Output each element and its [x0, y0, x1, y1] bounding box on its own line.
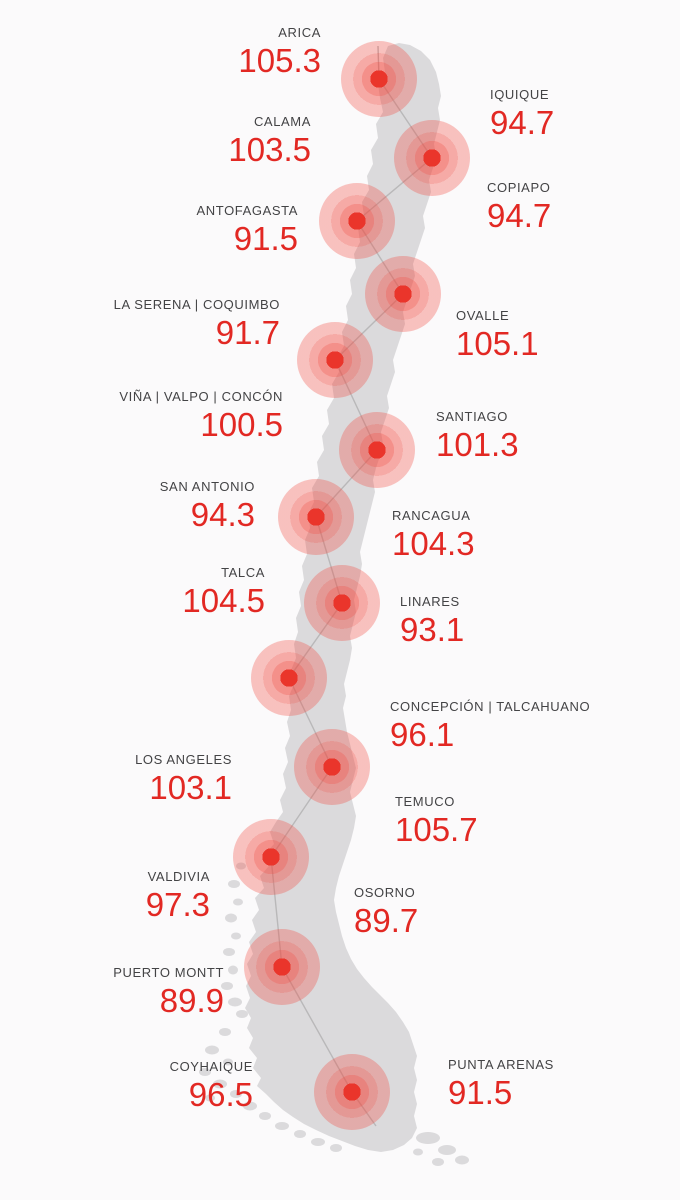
city-label-block: OSORNO 89.7 — [354, 885, 418, 937]
city-name: VALDIVIA — [147, 869, 210, 884]
city-marker — [365, 256, 441, 332]
city-name: CALAMA — [253, 114, 311, 129]
city-frequency: 105.1 — [456, 325, 539, 362]
city-name: VIÑA | VALPO | CONCÓN — [119, 389, 283, 404]
city-frequency: 105.7 — [395, 811, 478, 848]
city-label-block: COPIAPO 94.7 — [487, 180, 551, 232]
city-name: RANCAGUA — [392, 508, 471, 523]
city-label-block: CONCEPCIÓN | TALCAHUANO 96.1 — [390, 699, 590, 751]
city-name: LA SERENA | COQUIMBO — [113, 297, 280, 312]
city-name: COPIAPO — [487, 180, 551, 195]
city-label-block: VALDIVIA 97.3 — [146, 869, 210, 921]
city-name: COYHAIQUE — [169, 1059, 253, 1074]
city-frequency: 96.1 — [390, 716, 455, 753]
city-label-block: LOS ANGELES 103.1 — [135, 752, 232, 804]
city-frequency: 103.5 — [228, 131, 311, 168]
city-marker — [251, 640, 327, 716]
city-frequency: 103.1 — [149, 769, 232, 806]
city-frequency: 91.5 — [233, 220, 298, 257]
city-name: PUERTO MONTT — [113, 965, 224, 980]
city-name: ANTOFAGASTA — [196, 203, 298, 218]
city-name: CONCEPCIÓN | TALCAHUANO — [390, 699, 591, 714]
city-frequency: 89.9 — [159, 982, 224, 1019]
city-frequency: 97.3 — [145, 886, 210, 923]
city-label-block: LA SERENA | COQUIMBO 91.7 — [114, 297, 280, 349]
city-marker — [297, 322, 373, 398]
city-name: TALCA — [221, 565, 265, 580]
city-name: LOS ANGELES — [135, 752, 232, 767]
city-marker — [339, 412, 415, 488]
city-frequency: 94.7 — [487, 197, 552, 234]
city-frequency: 104.3 — [392, 525, 475, 562]
city-frequency: 89.7 — [354, 902, 419, 939]
city-label-block: COYHAIQUE 96.5 — [170, 1059, 253, 1111]
city-label-block: PUNTA ARENAS 91.5 — [448, 1057, 554, 1109]
city-label-block: RANCAGUA 104.3 — [392, 508, 475, 560]
city-marker — [394, 120, 470, 196]
city-frequency: 105.3 — [238, 42, 321, 79]
city-label-block: OVALLE 105.1 — [456, 308, 539, 360]
city-frequency: 100.5 — [200, 406, 283, 443]
city-marker — [319, 183, 395, 259]
city-name: SANTIAGO — [436, 409, 508, 424]
city-label-block: IQUIQUE 94.7 — [490, 87, 554, 139]
city-label-block: ANTOFAGASTA 91.5 — [197, 203, 298, 255]
city-frequency: 94.3 — [190, 496, 255, 533]
city-name: ARICA — [278, 25, 321, 40]
city-frequency: 93.1 — [400, 611, 465, 648]
southern-islands — [199, 862, 469, 1166]
city-label-block: ARICA 105.3 — [238, 25, 321, 77]
city-marker — [244, 929, 320, 1005]
city-frequency: 91.7 — [215, 314, 280, 351]
city-label-block: VIÑA | VALPO | CONCÓN 100.5 — [119, 389, 283, 441]
city-label-block: LINARES 93.1 — [400, 594, 464, 646]
city-frequency: 101.3 — [436, 426, 519, 463]
city-label-block: CALAMA 103.5 — [228, 114, 311, 166]
city-label-block: SAN ANTONIO 94.3 — [160, 479, 255, 531]
city-name: IQUIQUE — [490, 87, 550, 102]
city-marker — [314, 1054, 390, 1130]
city-marker — [294, 729, 370, 805]
city-frequency: 94.7 — [490, 104, 555, 141]
city-name: LINARES — [400, 594, 460, 609]
city-marker — [341, 41, 417, 117]
city-name: PUNTA ARENAS — [448, 1057, 554, 1072]
city-frequency: 91.5 — [448, 1074, 513, 1111]
city-label-block: TEMUCO 105.7 — [395, 794, 478, 846]
city-marker — [304, 565, 380, 641]
city-frequency: 104.5 — [182, 582, 265, 619]
city-marker — [278, 479, 354, 555]
city-name: SAN ANTONIO — [159, 479, 255, 494]
city-frequency: 96.5 — [188, 1076, 253, 1113]
city-label-block: TALCA 104.5 — [182, 565, 265, 617]
city-name: OSORNO — [354, 885, 416, 900]
city-marker — [233, 819, 309, 895]
city-label-block: PUERTO MONTT 89.9 — [113, 965, 224, 1017]
city-name: OVALLE — [456, 308, 510, 323]
city-label-block: SANTIAGO 101.3 — [436, 409, 519, 461]
city-name: TEMUCO — [395, 794, 455, 809]
